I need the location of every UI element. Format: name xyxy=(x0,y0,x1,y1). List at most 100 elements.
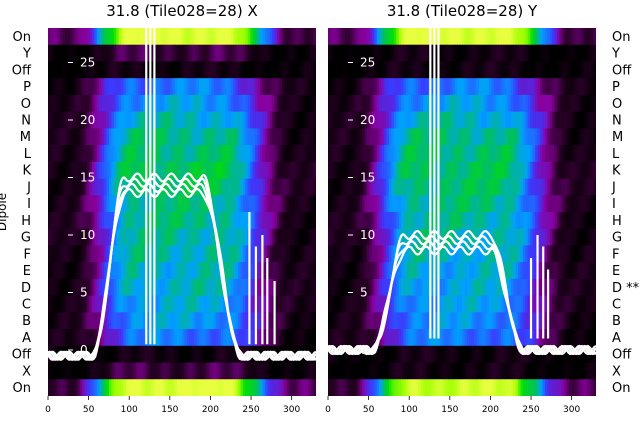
heatmap-cell xyxy=(303,161,307,180)
heatmap-cell xyxy=(230,379,234,396)
heatmap-cell xyxy=(308,212,312,230)
heatmap-cell xyxy=(403,161,407,180)
heatmap-cell xyxy=(216,362,220,380)
heatmap-cell xyxy=(216,195,220,213)
heatmap-cell xyxy=(130,362,134,380)
heatmap-cell xyxy=(525,362,529,380)
heatmap-cell xyxy=(223,111,227,129)
heatmap-cell xyxy=(581,61,585,79)
heatmap-cell xyxy=(162,362,166,380)
heatmap-cell xyxy=(179,345,183,364)
heatmap-cell xyxy=(52,28,56,46)
heatmap-cell xyxy=(384,111,388,129)
heatmap-cell xyxy=(527,212,531,230)
heatmap-cell xyxy=(298,362,302,380)
heatmap-cell xyxy=(581,379,585,396)
heatmap-cell xyxy=(296,262,300,280)
heatmap-cell xyxy=(264,78,268,96)
heatmap-cell xyxy=(230,178,234,196)
heatmap-cell xyxy=(352,178,356,196)
heatmap-cell xyxy=(520,195,524,213)
heatmap-cell xyxy=(503,295,507,313)
heatmap-cell xyxy=(549,94,553,113)
heatmap-cell xyxy=(67,195,71,213)
heatmap-cell xyxy=(203,61,207,79)
heatmap-cell xyxy=(206,245,210,263)
heatmap-cell xyxy=(104,28,108,46)
heatmap-cell xyxy=(359,362,363,380)
heatmap-cell xyxy=(423,145,427,163)
heatmap-cell xyxy=(423,295,427,313)
heatmap-cell xyxy=(447,345,451,364)
heatmap-cell xyxy=(566,195,570,213)
heatmap-cell xyxy=(50,128,54,146)
heatmap-cell xyxy=(425,161,429,180)
heatmap-cell xyxy=(121,145,125,163)
heatmap-cell xyxy=(50,28,54,46)
heatmap-cell xyxy=(332,78,336,96)
heatmap-cell xyxy=(347,195,351,213)
heatmap-cell xyxy=(564,178,568,196)
heatmap-cell xyxy=(349,362,353,380)
heatmap-cell xyxy=(55,329,59,347)
heatmap-cell xyxy=(452,312,456,330)
heatmap-cell xyxy=(535,61,539,79)
heatmap-cell xyxy=(286,94,290,113)
heatmap-cell xyxy=(177,329,181,347)
heatmap-cell xyxy=(525,145,529,163)
heatmap-cell xyxy=(118,94,122,113)
heatmap-cell xyxy=(252,44,256,63)
heatmap-cell xyxy=(257,94,261,113)
heatmap-cell xyxy=(430,295,434,313)
heatmap-cell xyxy=(250,44,254,63)
heatmap-cell xyxy=(257,78,261,96)
heatmap-cell xyxy=(354,195,358,213)
heatmap-cell xyxy=(578,44,582,63)
heatmap-cell xyxy=(513,111,517,129)
heatmap-cell xyxy=(77,178,81,196)
heatmap-cell xyxy=(530,245,534,263)
heatmap-cell xyxy=(564,345,568,364)
heatmap-cell xyxy=(405,245,409,263)
heatmap-cell xyxy=(476,28,480,46)
heatmap-cell xyxy=(354,61,358,79)
heatmap-cell xyxy=(284,28,288,46)
heatmap-cell xyxy=(437,362,441,380)
heatmap-cell xyxy=(286,379,290,396)
heatmap-cell xyxy=(259,362,263,380)
heatmap-cell xyxy=(267,278,271,297)
heatmap-cell xyxy=(218,111,222,129)
heatmap-cell xyxy=(527,28,531,46)
heatmap-cell xyxy=(150,195,154,213)
heatmap-cell xyxy=(186,28,190,46)
heatmap-cell xyxy=(498,61,502,79)
heatmap-cell xyxy=(498,278,502,297)
heatmap-cell xyxy=(242,329,246,347)
heatmap-cell xyxy=(233,44,237,63)
heatmap-cell xyxy=(240,312,244,330)
heatmap-cell xyxy=(113,145,117,163)
heatmap-cell xyxy=(459,61,463,79)
heatmap-cell xyxy=(208,178,212,196)
heatmap-cell xyxy=(349,295,353,313)
heatmap-cell xyxy=(84,212,88,230)
heatmap-cell xyxy=(155,161,159,180)
heatmap-cell xyxy=(52,379,56,396)
heatmap-cell xyxy=(330,262,334,280)
heatmap-cell xyxy=(228,329,232,347)
heatmap-cell xyxy=(199,161,203,180)
heatmap-cell xyxy=(452,228,456,247)
heatmap-cell xyxy=(96,178,100,196)
heatmap-cell xyxy=(552,295,556,313)
heatmap-cell xyxy=(508,295,512,313)
heatmap-cell xyxy=(60,111,64,129)
heatmap-cell xyxy=(174,161,178,180)
heatmap-cell xyxy=(447,111,451,129)
heatmap-cell xyxy=(520,262,524,280)
heatmap-cell xyxy=(449,28,453,46)
heatmap-cell xyxy=(398,362,402,380)
heatmap-cell xyxy=(157,262,161,280)
heatmap-cell xyxy=(213,379,217,396)
heatmap-cell xyxy=(569,145,573,163)
heatmap-cell xyxy=(65,145,69,163)
